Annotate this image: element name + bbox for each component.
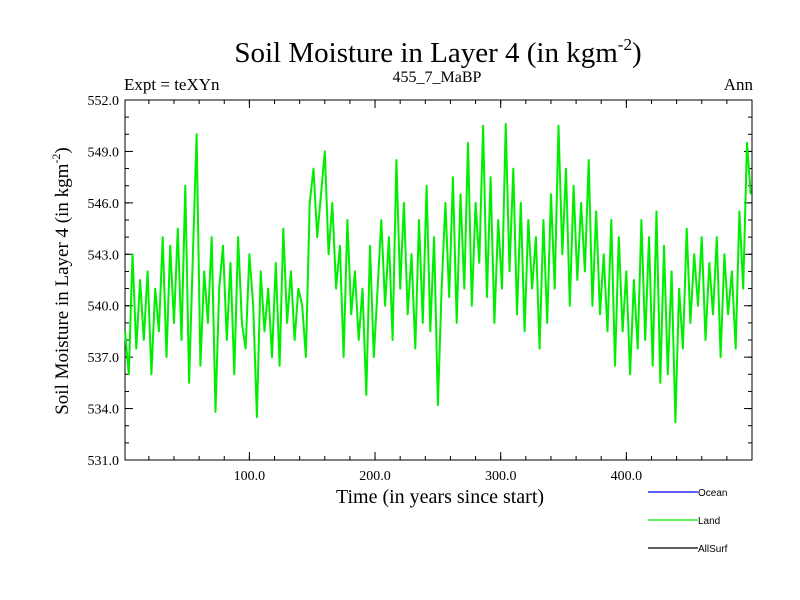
chart-title: Soil Moisture in Layer 4 (in kgm-2) [234,35,641,69]
legend-label-land: Land [698,516,720,527]
x-tick-label: 400.0 [611,469,643,484]
legend: Ocean Land AllSurf [648,488,728,555]
plot-frame [124,99,753,461]
y-tick-label: 537.0 [88,351,120,366]
y-tick-label: 549.0 [88,145,120,160]
x-axis-label: Time (in years since start) [336,486,544,508]
run-label: 455_7_MaBP [393,69,482,86]
chart-title-close: ) [632,37,642,69]
y-axis-label-main: Soil Moisture in Layer 4 (in kgm [52,163,73,414]
y-axis-label-sup: -2 [49,154,63,164]
chart-title-sup: -2 [618,35,632,54]
chart-title-main: Soil Moisture in Layer 4 (in kgm [234,37,618,69]
series-line-land [124,123,752,424]
experiment-label: Expt = teXYn [124,75,220,94]
season-label: Ann [724,75,754,94]
legend-label-allsurf: AllSurf [698,544,728,555]
y-axis-ticks: 531.0 534.0 537.0 540.0 543.0 546.0 549.0 552.0 [88,94,752,469]
y-axis-label: Soil Moisture in Layer 4 (in kgm-2) [49,147,73,415]
y-tick-label: 540.0 [88,300,120,315]
x-tick-label: 100.0 [234,469,266,484]
x-tick-label: 300.0 [485,469,517,484]
y-tick-label: 546.0 [88,197,120,212]
legend-label-ocean: Ocean [698,488,727,499]
y-tick-label: 531.0 [88,454,120,469]
y-tick-label: 543.0 [88,248,120,263]
y-tick-label: 534.0 [88,403,120,418]
y-tick-label: 552.0 [88,94,120,109]
series-layer [124,123,752,424]
y-axis-label-close: ) [52,147,73,153]
x-axis-ticks: 100.0 200.0 300.0 400.0 [148,100,728,484]
x-tick-label: 200.0 [359,469,391,484]
